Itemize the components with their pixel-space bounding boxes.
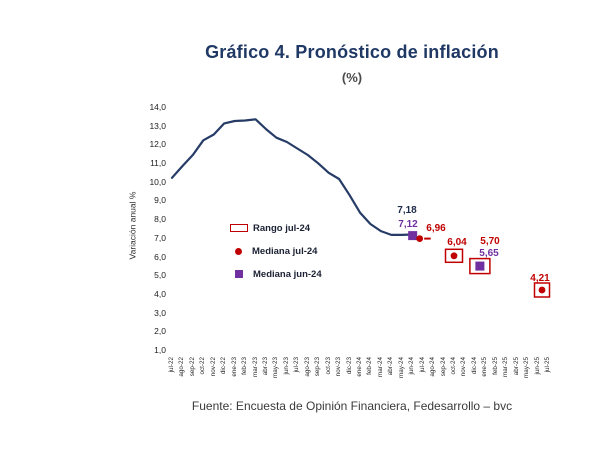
- x-axis-tick-label: jun-23: [283, 357, 290, 375]
- x-axis-tick-label: oct-22: [199, 357, 206, 375]
- x-axis-tick-label: mar-25: [502, 357, 509, 377]
- x-axis-tick-label: abr-25: [513, 357, 520, 376]
- source-note: Fuente: Encuesta de Opinión Financiera, …: [191, 399, 513, 413]
- range-box-icon: [230, 224, 248, 232]
- x-axis-tick-label: jun-25: [534, 357, 541, 375]
- y-axis-tick-label: 6,0: [154, 252, 166, 262]
- x-axis-tick-label: jul-22: [168, 357, 175, 373]
- x-axis-tick-label: abr-24: [387, 357, 394, 376]
- y-axis-tick-label: 13,0: [149, 121, 166, 131]
- x-axis-tick-label: mar-24: [377, 357, 384, 377]
- y-axis-tick-label: 7,0: [154, 233, 166, 243]
- point-value-label: 4,21: [530, 273, 550, 284]
- y-axis-tick-label: 9,0: [154, 195, 166, 205]
- point-value-label: 7,18: [397, 205, 417, 216]
- y-axis-tick-label: 2,0: [154, 326, 166, 336]
- x-axis-tick-label: oct-23: [325, 357, 332, 375]
- median-jul-dot-marker: [416, 235, 424, 242]
- median-jun-square-marker: [475, 261, 485, 271]
- legend-label: Mediana jul-24: [252, 245, 318, 257]
- x-axis-tick-label: jul-23: [293, 357, 300, 373]
- point-value-label: 5,65: [479, 248, 499, 259]
- x-axis-tick-label: ago-22: [178, 357, 185, 377]
- x-axis-tick-label: dic-23: [346, 357, 353, 375]
- x-axis-tick-label: ago-23: [304, 357, 311, 377]
- x-axis-tick-label: mar-23: [252, 357, 259, 377]
- observed-inflation-line: [170, 118, 414, 236]
- x-axis-tick-label: ene-24: [356, 357, 363, 377]
- y-axis-tick-label: 12,0: [149, 139, 166, 149]
- x-axis-tick-label: ago-24: [429, 357, 436, 377]
- median-jun-square-marker: [408, 231, 418, 241]
- x-axis-tick-label: jun-24: [408, 357, 415, 375]
- x-axis-tick-label: jul-24: [419, 357, 426, 373]
- x-axis-tick-label: sep-23: [314, 357, 321, 377]
- chart-title: Gráfico 4. Pronóstico de inflación: [205, 42, 499, 62]
- point-value-label: 5,70: [480, 236, 500, 247]
- y-axis-tick-label: 8,0: [154, 214, 166, 224]
- x-axis-tick-label: nov-23: [335, 357, 342, 377]
- median-jul-dot-marker: [450, 252, 458, 260]
- y-axis-tick-label: 4,0: [154, 289, 166, 299]
- x-axis-tick-label: may-25: [523, 357, 530, 378]
- legend-label: Mediana jun-24: [253, 268, 322, 280]
- x-axis-tick-label: abr-23: [262, 357, 269, 376]
- median-jul-dot-marker: [538, 286, 546, 294]
- x-axis-tick-label: feb-23: [241, 357, 248, 375]
- x-axis-tick-label: ene-25: [481, 357, 488, 377]
- x-axis-tick-label: nov-22: [210, 357, 217, 377]
- x-axis-tick-label: oct-24: [450, 357, 457, 375]
- y-axis-tick-label: 1,0: [154, 345, 166, 355]
- legend-item-median-jun: Mediana jun-24: [230, 268, 322, 280]
- red-dot-icon: [235, 247, 242, 255]
- x-axis-tick-label: jul-25: [544, 357, 551, 373]
- legend-item-range: Rango jul-24: [230, 222, 322, 234]
- chart-legend: Rango jul-24 Mediana jul-24 Mediana jun-…: [230, 222, 322, 291]
- x-axis-tick-label: may-24: [398, 357, 405, 378]
- x-axis-tick-label: feb-24: [366, 357, 373, 375]
- x-axis-tick-label: sep-22: [189, 357, 196, 377]
- point-value-label: 6,96: [426, 223, 446, 234]
- x-axis-tick-label: may-23: [272, 357, 279, 378]
- point-value-label: 6,04: [447, 237, 467, 248]
- x-axis-tick-label: dic-22: [220, 357, 227, 375]
- x-axis-tick-label: sep-24: [440, 357, 447, 377]
- y-axis-tick-label: 10,0: [149, 177, 166, 187]
- x-axis-tick-label: dic-24: [471, 357, 478, 375]
- y-axis-tick-label: 11,0: [150, 158, 166, 168]
- point-value-label: 7,12: [398, 219, 418, 230]
- legend-label: Rango jul-24: [253, 222, 311, 234]
- y-axis-tick-label: 5,0: [154, 270, 166, 280]
- legend-item-median-jul: Mediana jul-24: [230, 245, 322, 257]
- x-axis-tick-label: nov-24: [460, 357, 467, 377]
- chart-subtitle: (%): [341, 70, 363, 85]
- y-axis-tick-label: 14,0: [149, 102, 166, 112]
- x-axis-tick-label: feb-25: [492, 357, 499, 375]
- y-axis-tick-label: 3,0: [154, 308, 166, 318]
- purple-square-icon: [235, 270, 243, 278]
- x-axis-tick-label: ene-23: [231, 357, 238, 377]
